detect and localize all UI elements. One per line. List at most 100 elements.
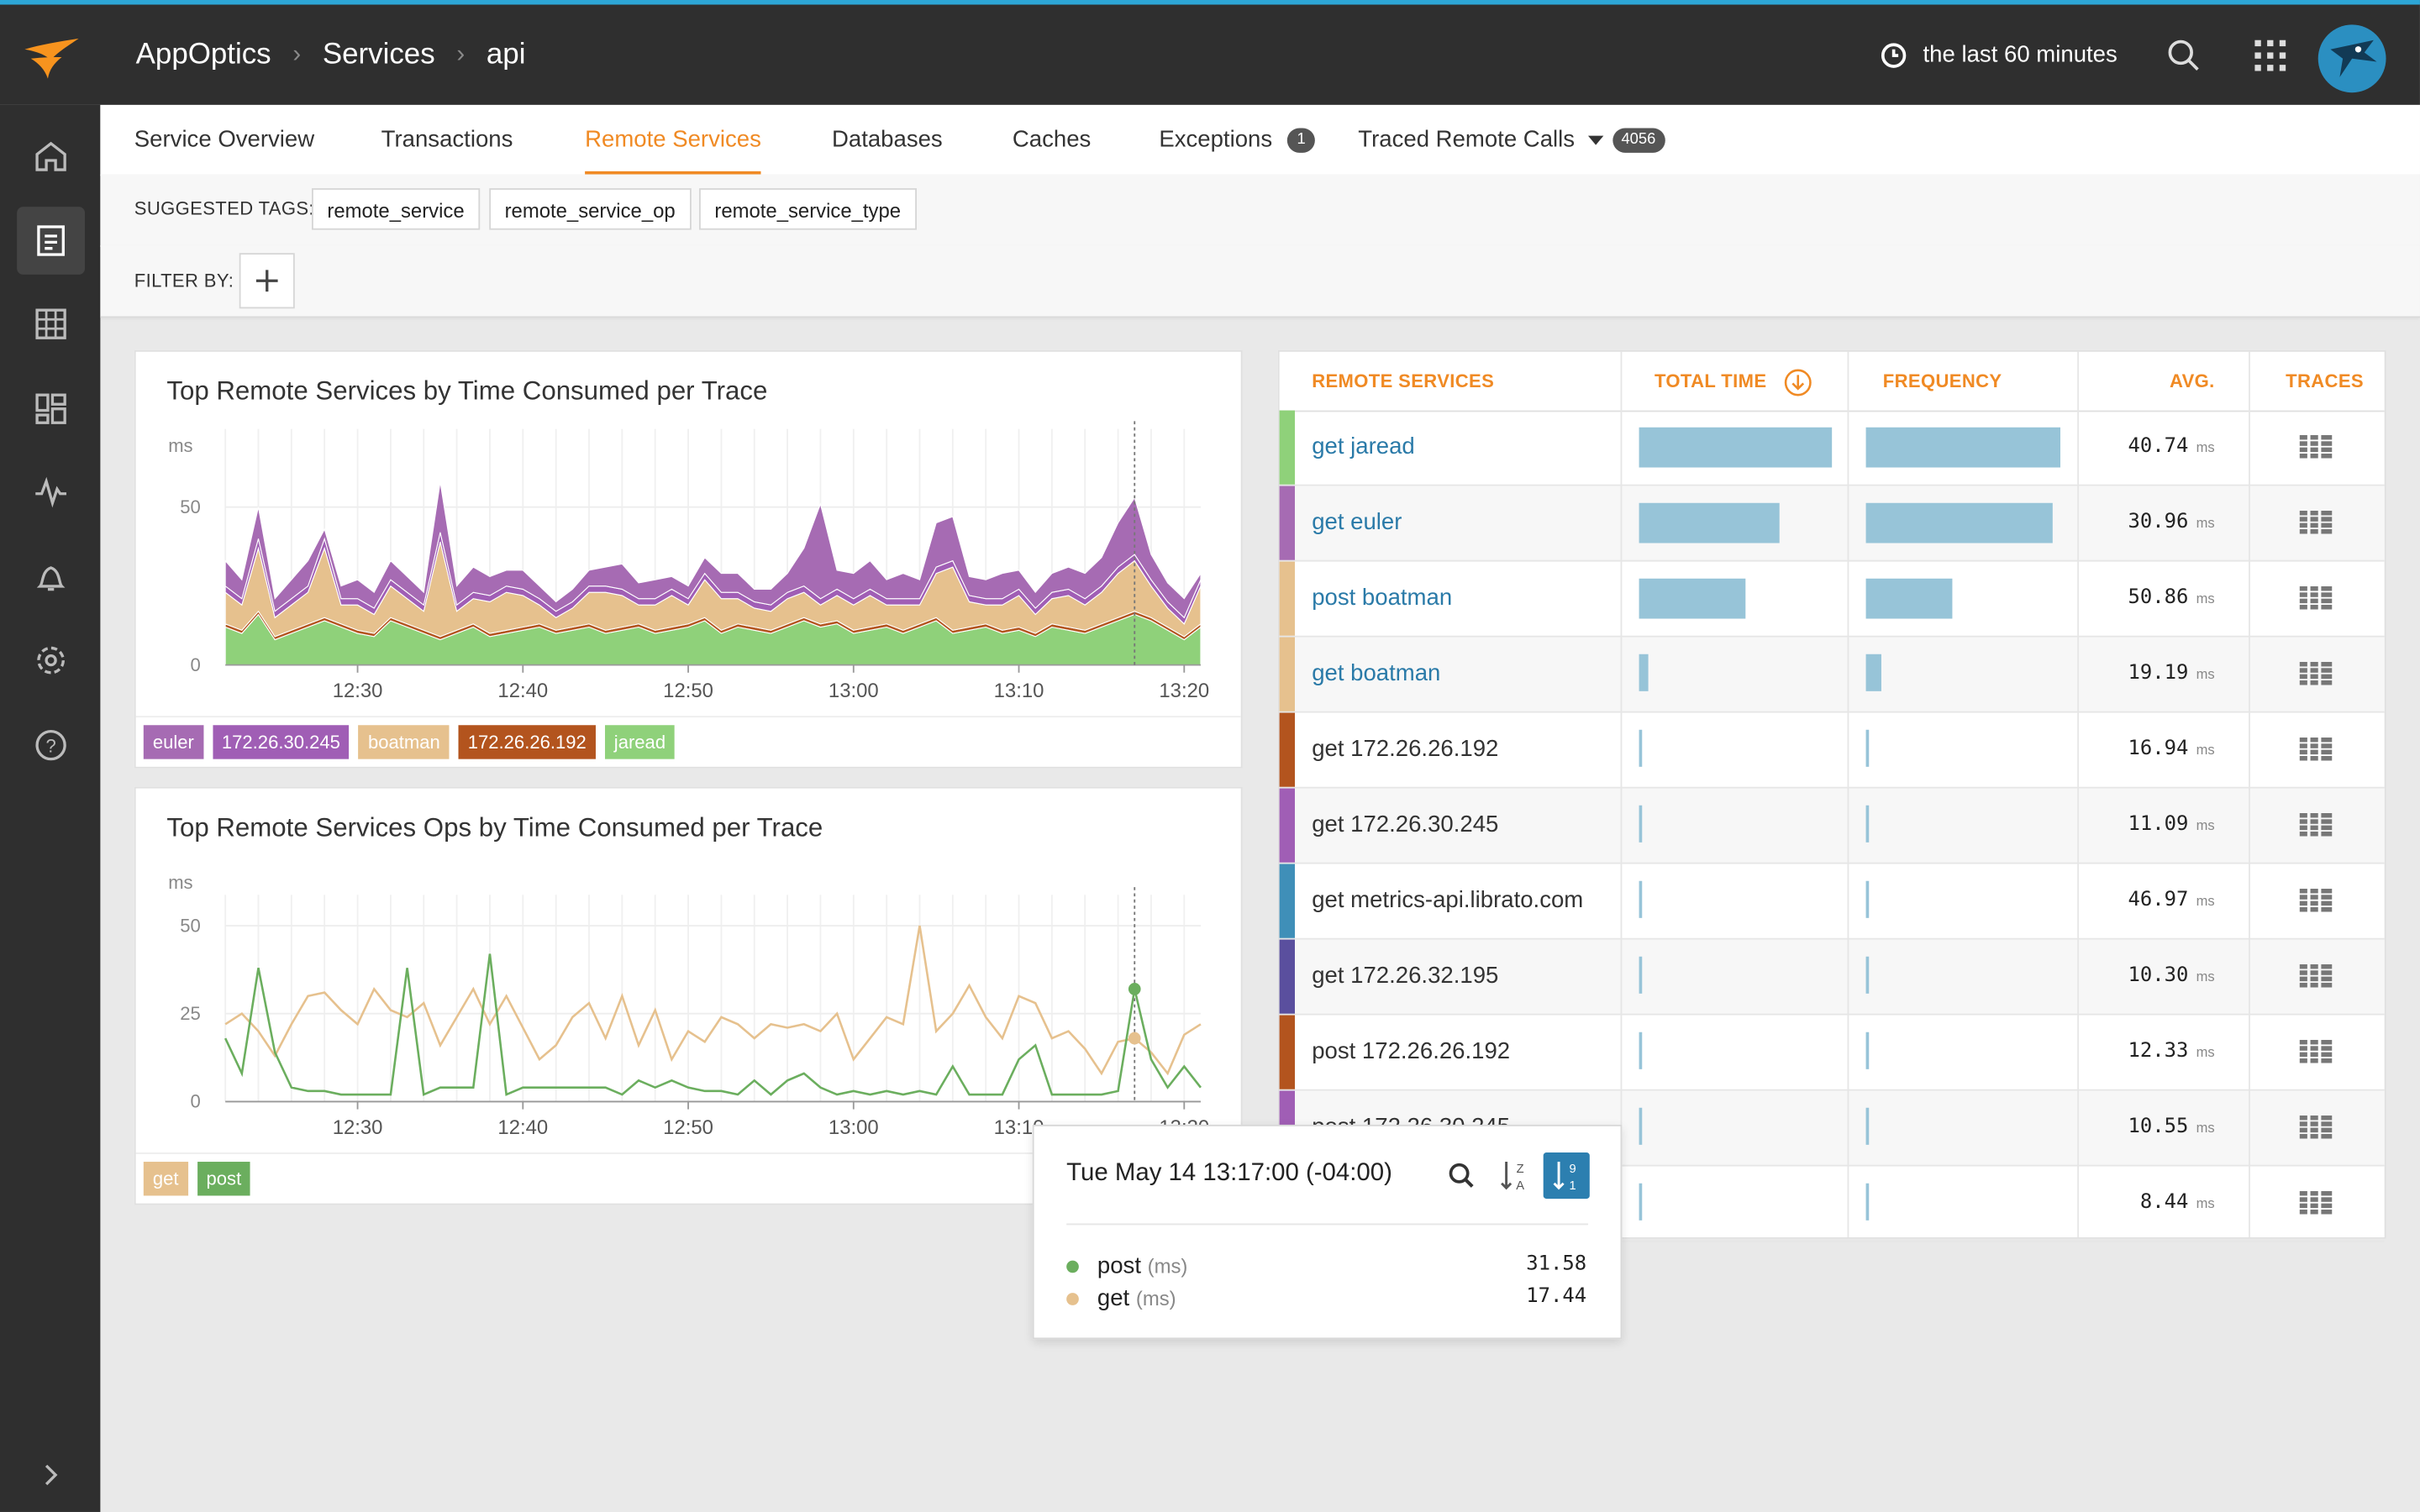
legend-post[interactable]: post xyxy=(197,1162,251,1196)
add-filter-button[interactable] xyxy=(239,253,295,309)
chart2-title: Top Remote Services Ops by Time Consumed… xyxy=(166,812,823,843)
sidebar-item-metrics[interactable] xyxy=(17,458,85,526)
tab-service-overview[interactable]: Service Overview xyxy=(134,126,315,153)
table-row[interactable]: post 172.26.26.192 12.33 ms xyxy=(1279,1015,2385,1091)
tooltip-value: 17.44 xyxy=(1526,1284,1587,1309)
total-time-bar xyxy=(1639,578,1746,619)
user-avatar[interactable] xyxy=(2317,24,2386,93)
legend-172-26-26-192[interactable]: 172.26.26.192 xyxy=(458,725,596,759)
legend-get[interactable]: get xyxy=(143,1162,188,1196)
solarwinds-logo-icon[interactable] xyxy=(22,35,81,81)
traces-grid-icon[interactable] xyxy=(2299,888,2333,913)
breadcrumb-services[interactable]: Services xyxy=(322,37,435,71)
remote-services-table: REMOTE SERVICES TOTAL TIME FREQUENCY AVG… xyxy=(1277,349,2386,1242)
time-range-selector[interactable]: the last 60 minutes xyxy=(1880,5,2118,105)
tag-chip-remote-service-op[interactable]: remote_service_op xyxy=(489,188,692,230)
sidebar-item-dashboards[interactable] xyxy=(17,375,85,443)
avg-unit: ms xyxy=(2196,893,2215,909)
traces-grid-icon[interactable] xyxy=(2299,1039,2333,1064)
avg-time: 16.94 ms xyxy=(2079,713,2215,787)
tooltip-search-button[interactable] xyxy=(1439,1152,1485,1199)
traces-grid-icon[interactable] xyxy=(2299,963,2333,989)
remote-service-name[interactable]: get euler xyxy=(1312,509,1402,536)
column-header-total-time[interactable]: TOTAL TIME xyxy=(1655,352,1812,411)
tooltip-value: 31.58 xyxy=(1526,1252,1587,1276)
x-tick-label: 13:10 xyxy=(994,680,1044,702)
total-time-bar xyxy=(1639,805,1643,843)
remote-service-name[interactable]: post boatman xyxy=(1312,585,1453,612)
traces-grid-icon[interactable] xyxy=(2299,661,2333,686)
x-tick-label: 13:00 xyxy=(829,1116,879,1139)
avg-time: 50.86 ms xyxy=(2079,562,2215,636)
tab-databases[interactable]: Databases xyxy=(831,126,943,153)
traces-grid-icon[interactable] xyxy=(2299,585,2333,611)
sidebar-item-hosts[interactable] xyxy=(17,290,85,358)
legend-172-26-30-245[interactable]: 172.26.30.245 xyxy=(212,725,350,759)
tab-transactions[interactable]: Transactions xyxy=(381,126,513,153)
table-row[interactable]: get metrics-api.librato.com 46.97 ms xyxy=(1279,864,2385,940)
traces-grid-icon[interactable] xyxy=(2299,1190,2333,1215)
sidebar-item-services[interactable] xyxy=(17,207,86,275)
svg-text:?: ? xyxy=(45,735,55,756)
legend-jaread[interactable]: jaread xyxy=(604,725,676,759)
traces-grid-icon[interactable] xyxy=(2299,737,2333,762)
column-header-avg[interactable]: AVG. xyxy=(2169,370,2215,392)
sidebar-item-help[interactable]: ? xyxy=(17,711,85,780)
table-row[interactable]: get 172.26.26.192 16.94 ms xyxy=(1279,712,2385,789)
exceptions-count-badge: 1 xyxy=(1287,128,1315,153)
avg-unit: ms xyxy=(2196,666,2215,682)
area-series-euler[interactable] xyxy=(224,481,1202,619)
traces-grid-icon[interactable] xyxy=(2299,434,2333,459)
total-time-bar xyxy=(1639,1107,1643,1145)
table-row[interactable]: get euler 30.96 ms xyxy=(1279,486,2385,562)
frequency-bar xyxy=(1865,427,2060,468)
frequency-bar xyxy=(1865,578,1953,619)
hover-point xyxy=(1128,983,1141,995)
row-color-swatch xyxy=(1279,1015,1295,1089)
line-series-get[interactable] xyxy=(224,925,1202,1076)
sort-alpha-icon: ZA xyxy=(1501,1162,1524,1193)
remote-service-name[interactable]: get boatman xyxy=(1312,660,1441,687)
y-tick-label: 0 xyxy=(191,1091,201,1112)
line-series-post[interactable] xyxy=(224,953,1202,1096)
table-row[interactable]: get jaread 40.74 ms xyxy=(1279,410,2385,486)
search-icon[interactable] xyxy=(2167,39,2201,72)
table-row[interactable]: get 172.26.30.245 11.09 ms xyxy=(1279,788,2385,864)
app-grid-icon[interactable] xyxy=(2254,39,2287,72)
chart1-plot[interactable]: 0 50 12:30 12:40 12:50 13:00 13:10 13:20 xyxy=(136,352,1241,767)
tag-chip-remote-service[interactable]: remote_service xyxy=(312,188,480,230)
sidebar-expand-button[interactable] xyxy=(17,1441,85,1509)
traces-grid-icon[interactable] xyxy=(2299,1115,2333,1140)
app-name-link[interactable]: AppOptics xyxy=(135,37,271,71)
chart2-unit-label: ms xyxy=(168,871,193,894)
sidebar-item-settings[interactable] xyxy=(17,627,85,695)
remote-service-name[interactable]: get jaread xyxy=(1312,433,1415,460)
tab-caches[interactable]: Caches xyxy=(1012,126,1092,153)
column-header-frequency[interactable]: FREQUENCY xyxy=(1882,370,2002,392)
traces-grid-icon[interactable] xyxy=(2299,510,2333,535)
avg-unit: ms xyxy=(2196,515,2215,531)
table-row[interactable]: get 172.26.32.195 10.30 ms xyxy=(1279,939,2385,1016)
row-color-swatch xyxy=(1279,939,1295,1014)
x-tick-label: 12:50 xyxy=(663,680,713,702)
chevron-right-icon xyxy=(45,1464,58,1486)
avg-value: 16.94 xyxy=(2128,737,2189,761)
tab-remote-services[interactable]: Remote Services xyxy=(585,105,762,175)
tab-traced-remote-calls[interactable]: Traced Remote Calls 4056 xyxy=(1358,105,1665,175)
frequency-bar xyxy=(1865,1032,1870,1069)
legend-euler[interactable]: euler xyxy=(143,725,203,759)
traces-grid-icon[interactable] xyxy=(2299,812,2333,837)
table-row[interactable]: get boatman 19.19 ms xyxy=(1279,637,2385,713)
tab-exceptions[interactable]: Exceptions 1 xyxy=(1159,105,1315,175)
column-header-remote-services[interactable]: REMOTE SERVICES xyxy=(1312,370,1495,392)
tag-chip-remote-service-type[interactable]: remote_service_type xyxy=(699,188,917,230)
sidebar-item-alerts[interactable] xyxy=(17,543,85,612)
legend-boatman[interactable]: boatman xyxy=(358,725,450,759)
column-divider xyxy=(2077,351,2080,1238)
avg-unit: ms xyxy=(2196,439,2215,455)
table-row[interactable]: post boatman 50.86 ms xyxy=(1279,561,2385,638)
sidebar-item-home[interactable] xyxy=(17,122,85,190)
chart1-title: Top Remote Services by Time Consumed per… xyxy=(166,376,768,407)
